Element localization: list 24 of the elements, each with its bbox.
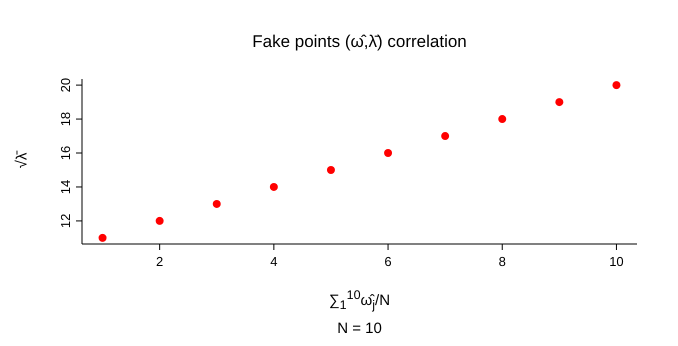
y-tick-label: 18 (58, 112, 73, 126)
x-tick-label: 2 (156, 254, 164, 269)
point (555, 98, 564, 106)
point (326, 166, 335, 174)
point (98, 234, 107, 242)
y-tick-label: 12 (58, 214, 73, 228)
x-tick-label: 6 (384, 254, 392, 269)
point (212, 200, 221, 208)
point (384, 149, 392, 158)
point (612, 81, 620, 90)
x-tick-label: 4 (270, 254, 278, 269)
y-tick-label: 20 (58, 78, 73, 92)
y-axis-title: √λ̄ (13, 152, 30, 168)
y-tick-label: 14 (58, 180, 73, 194)
chart-title: Fake points (ω̂,λ̄) correlation (251, 32, 468, 52)
x-tick-label: 10 (609, 254, 624, 269)
text: N = 10 (336, 320, 383, 337)
y-tick-label: 16 (58, 146, 73, 160)
point (156, 216, 164, 225)
x-tick-label: 8 (498, 254, 506, 269)
x-axis-title: ∑$_{1}$$^{10}$ω̂$_{j}$/N (328, 288, 392, 312)
point (498, 115, 506, 124)
point (441, 132, 450, 140)
point (270, 182, 278, 191)
